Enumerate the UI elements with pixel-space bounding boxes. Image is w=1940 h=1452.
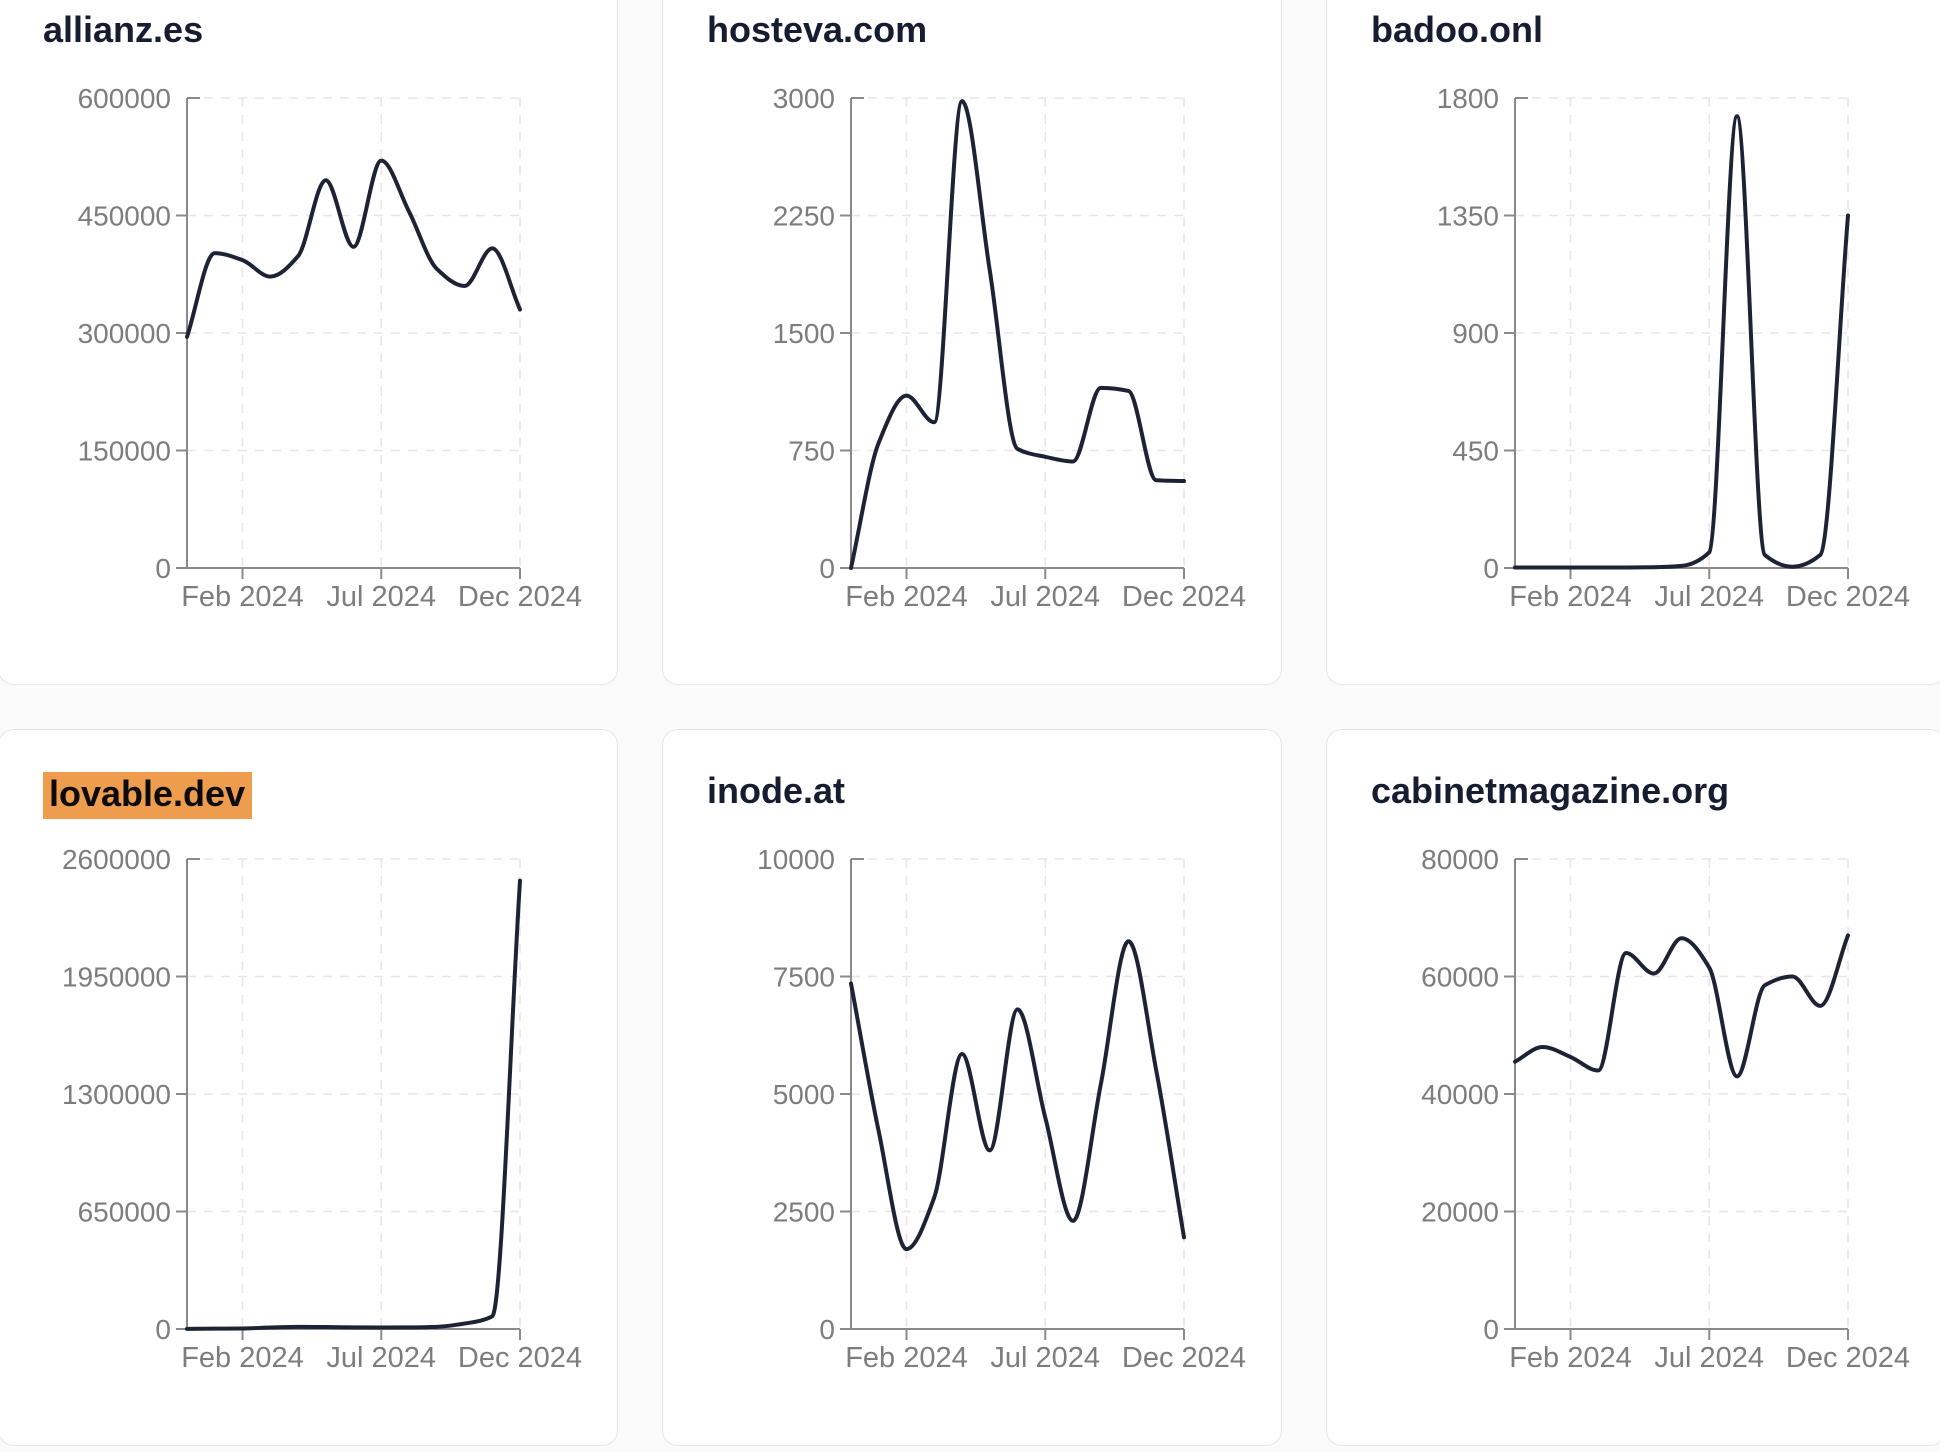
- traffic-line-chart: 0 150000 300000 450000 600000 Feb 2024 Jul 202…: [78, 83, 583, 613]
- y-tick-label: 60000: [1421, 962, 1499, 993]
- x-tick-label: Feb 2024: [1509, 1342, 1632, 1374]
- y-tick-label: 5000: [773, 1079, 835, 1110]
- y-tick-label: 10000: [757, 844, 835, 875]
- x-tick-label: Dec 2024: [458, 1342, 582, 1374]
- traffic-line-chart: 0 450 900 1350 1800 Feb 2024 Jul 2024 Dec 2024: [1437, 83, 1910, 613]
- traffic-series-line: [1513, 933, 1850, 1079]
- y-tick-label: 0: [155, 553, 171, 584]
- traffic-line-chart: 0 750 1500 2250 3000 Feb 2024 Jul 2024 Dec 2024: [773, 83, 1246, 613]
- y-tick-label: 1800: [1437, 83, 1499, 114]
- traffic-line-chart: 0 2500 5000 7500 10000 Feb 2024 Jul 2024 Dec 20…: [757, 844, 1246, 1374]
- domain-title: badoo.onl: [1371, 9, 1543, 50]
- y-tick-label: 1950000: [62, 962, 171, 993]
- y-tick-label: 20000: [1421, 1197, 1499, 1228]
- x-tick-label: Feb 2024: [1509, 581, 1632, 613]
- y-tick-label: 0: [155, 1314, 171, 1345]
- domain-card-allianz: allianz.es 0 150000 300000 450000 600000 Feb …: [0, 0, 618, 685]
- y-tick-label: 0: [1483, 553, 1499, 584]
- x-tick-label: Jul 2024: [326, 581, 436, 613]
- domain-title: hosteva.com: [707, 9, 928, 50]
- domain-card-hosteva: hosteva.com 0 750 1500 2250 3000 Feb 2024 Jul …: [662, 0, 1282, 685]
- domain-title-text: inode.at: [707, 770, 846, 811]
- x-tick-label: Feb 2024: [181, 1342, 304, 1374]
- traffic-series-line: [185, 878, 522, 1331]
- x-tick-label: Dec 2024: [1786, 581, 1910, 613]
- x-tick-label: Jul 2024: [990, 1342, 1100, 1374]
- domain-title-text: badoo.onl: [1371, 9, 1543, 50]
- y-tick-label: 0: [819, 553, 835, 584]
- y-tick-label: 0: [1483, 1314, 1499, 1345]
- y-tick-label: 3000: [773, 83, 835, 114]
- y-tick-label: 1350: [1437, 201, 1499, 232]
- domain-title-text: cabinetmagazine.org: [1371, 770, 1730, 811]
- y-tick-label: 1300000: [62, 1079, 171, 1110]
- traffic-line-chart: 0 20000 40000 60000 80000 Feb 2024 Jul 2024 Dec…: [1421, 844, 1910, 1374]
- x-tick-label: Dec 2024: [458, 581, 582, 613]
- x-tick-label: Feb 2024: [845, 581, 968, 613]
- domain-title: lovable.dev: [43, 772, 253, 819]
- y-tick-label: 2500: [773, 1197, 835, 1228]
- domain-card-cabinetmagazine: cabinetmagazine.org 0 20000 40000 60000 8000…: [1326, 729, 1940, 1446]
- x-tick-label: Jul 2024: [326, 1342, 436, 1374]
- y-tick-label: 40000: [1421, 1079, 1499, 1110]
- domain-title: cabinetmagazine.org: [1371, 770, 1730, 811]
- domain-title-text: allianz.es: [43, 9, 204, 50]
- y-tick-label: 7500: [773, 962, 835, 993]
- x-tick-label: Feb 2024: [845, 1342, 968, 1374]
- x-tick-label: Feb 2024: [181, 581, 304, 613]
- domain-card-badoo: badoo.onl 0 450 900 1350 1800 Feb 2024 Jul 202…: [1326, 0, 1940, 685]
- domain-title: allianz.es: [43, 9, 204, 50]
- x-tick-label: Jul 2024: [990, 581, 1100, 613]
- y-tick-label: 750: [788, 436, 835, 467]
- domain-title-text: lovable.dev: [43, 772, 253, 819]
- y-tick-label: 80000: [1421, 844, 1499, 875]
- y-tick-label: 150000: [78, 436, 171, 467]
- y-tick-label: 2250: [773, 201, 835, 232]
- x-tick-label: Jul 2024: [1654, 1342, 1764, 1374]
- y-tick-label: 300000: [78, 318, 171, 349]
- x-tick-label: Jul 2024: [1654, 581, 1764, 613]
- y-tick-label: 600000: [78, 83, 171, 114]
- traffic-series-line: [849, 99, 1186, 570]
- y-tick-label: 1500: [773, 318, 835, 349]
- x-tick-label: Dec 2024: [1122, 581, 1246, 613]
- y-tick-label: 900: [1452, 318, 1499, 349]
- y-tick-label: 450: [1452, 436, 1499, 467]
- traffic-series-line: [1513, 114, 1850, 570]
- domain-title-text: hosteva.com: [707, 9, 928, 50]
- y-tick-label: 2600000: [62, 844, 171, 875]
- traffic-series-line: [185, 158, 522, 339]
- y-tick-label: 0: [819, 1314, 835, 1345]
- traffic-series-line: [849, 939, 1186, 1252]
- domain-title: inode.at: [707, 770, 846, 811]
- y-tick-label: 650000: [78, 1197, 171, 1228]
- domain-card-lovable: lovable.dev 0 650000 1300000 1950000 2600000…: [0, 729, 618, 1446]
- x-tick-label: Dec 2024: [1786, 1342, 1910, 1374]
- x-tick-label: Dec 2024: [1122, 1342, 1246, 1374]
- domain-card-inode: inode.at 0 2500 5000 7500 10000 Feb 2024 Jul 2…: [662, 729, 1282, 1446]
- y-tick-label: 450000: [78, 201, 171, 232]
- traffic-line-chart: 0 650000 1300000 1950000 2600000 Feb 2024 Jul …: [62, 844, 582, 1374]
